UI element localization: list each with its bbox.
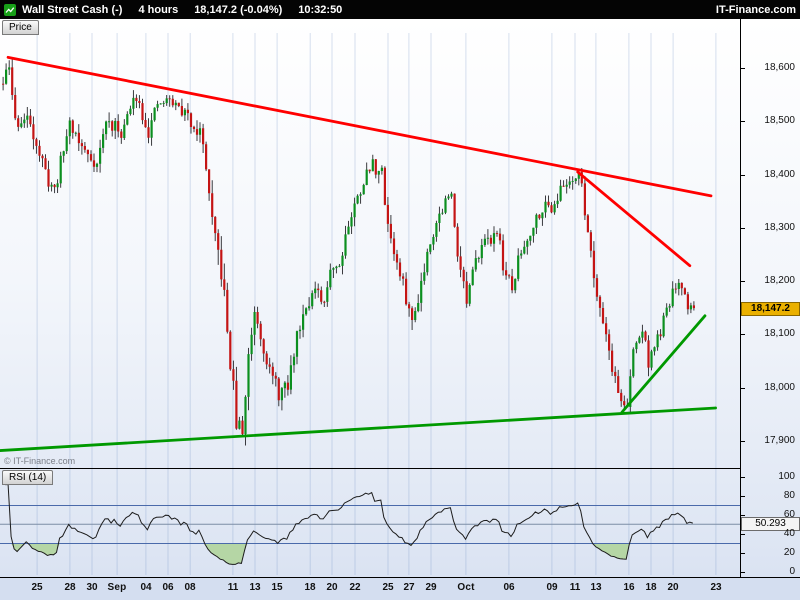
price-axis-tick (741, 228, 745, 229)
trendline-resistance-main (6, 55, 713, 198)
date-label: 22 (349, 582, 361, 593)
price-axis-tick (741, 175, 745, 176)
price-axis-label: 17,900 (764, 435, 795, 446)
date-label: 29 (425, 582, 437, 593)
brand-label: IT-Finance.com (715, 3, 796, 16)
last-price-and-change: 18,147.2 (-0.04%) (194, 4, 282, 16)
watermark: © IT-Finance.com (4, 456, 76, 466)
rsi-axis-label: 0 (789, 566, 795, 577)
price-axis-tick (741, 281, 745, 282)
rsi-axis-tick (741, 477, 745, 478)
vertical-gridlines (36, 33, 717, 575)
trendline-support-steep (620, 314, 707, 414)
price-axis-label: 18,600 (764, 62, 795, 73)
rsi-axis-tick (741, 572, 745, 573)
date-label: 18 (645, 582, 657, 593)
date-label: 06 (162, 582, 174, 593)
price-axis-label: 18,400 (764, 169, 795, 180)
price-axis-label: 18,000 (764, 382, 795, 393)
date-label: 18 (304, 582, 316, 593)
date-label: 04 (140, 582, 152, 593)
price-axis-tick (741, 68, 745, 69)
chart-area: Price RSI (14) © IT-Finance.com 18,147.2… (0, 19, 800, 600)
candle-wicks (2, 57, 695, 446)
trendline-support-main (0, 406, 717, 452)
date-label: 27 (403, 582, 415, 593)
chart-canvas[interactable] (0, 19, 740, 577)
date-label: 23 (710, 582, 722, 593)
date-label: 30 (86, 582, 98, 593)
price-axis-label: 18,300 (764, 222, 795, 233)
rsi-axis-label: 80 (783, 490, 795, 501)
date-label: 15 (271, 582, 283, 593)
current-price-badge: 18,147.2 (741, 302, 800, 316)
date-label: 11 (227, 582, 239, 593)
rsi-axis-tick (741, 553, 745, 554)
price-axis-label: 18,200 (764, 275, 795, 286)
rsi-line (5, 484, 693, 565)
chart-icon (4, 3, 16, 16)
date-label: 25 (31, 582, 43, 593)
price-axis-tick (741, 388, 745, 389)
timeframe-label: 4 hours (138, 3, 179, 16)
date-label: 06 (503, 582, 515, 593)
date-label: 28 (64, 582, 76, 593)
rsi-axis-label: 60 (783, 509, 795, 520)
instrument-name: Wall Street Cash (-) (22, 3, 123, 16)
price-panel-tab[interactable]: Price (2, 20, 39, 35)
rsi-axis-tick (741, 515, 745, 516)
date-label: 08 (184, 582, 196, 593)
price-axis-tick (741, 121, 745, 122)
date-label: 13 (590, 582, 602, 593)
price-change: (-0.04%) (240, 3, 283, 16)
last-price: 18,147.2 (194, 3, 238, 16)
price-axis-label: 18,100 (764, 328, 795, 339)
trendline-resistance-steep (576, 170, 692, 268)
price-axis-label: 18,500 (764, 115, 795, 126)
date-label: 11 (569, 582, 581, 593)
candles-up (5, 67, 692, 435)
rsi-axis-label: 40 (783, 528, 795, 539)
rsi-panel-tab[interactable]: RSI (14) (2, 470, 54, 485)
rsi-axis-tick (741, 496, 745, 497)
value-axis[interactable]: 18,147.2 50.293 18,600 18,500 18,400 18,300… (740, 19, 800, 577)
price-axis-tick (741, 441, 745, 442)
rsi-oversold-fill (5, 543, 693, 565)
date-label: 13 (249, 582, 261, 593)
date-label: Oct (457, 582, 475, 593)
date-label: 20 (326, 582, 338, 593)
date-label: 20 (667, 582, 679, 593)
date-label: 16 (623, 582, 635, 593)
rsi-axis-label: 100 (778, 471, 795, 482)
title-bar: Wall Street Cash (-) 4 hours 18,147.2 (-… (0, 0, 800, 19)
rsi-value-badge: 50.293 (741, 517, 800, 531)
date-label: 25 (382, 582, 394, 593)
date-label: 09 (546, 582, 558, 593)
clock: 10:32:50 (298, 3, 343, 16)
rsi-axis-label: 20 (783, 547, 795, 558)
rsi-axis-tick (741, 534, 745, 535)
price-axis-tick (741, 334, 745, 335)
time-axis[interactable]: 25 28 30 Sep 04 06 08 11 13 15 18 20 22 25 27 29 Oct 06 09… (0, 577, 800, 600)
date-label: Sep (107, 582, 127, 593)
